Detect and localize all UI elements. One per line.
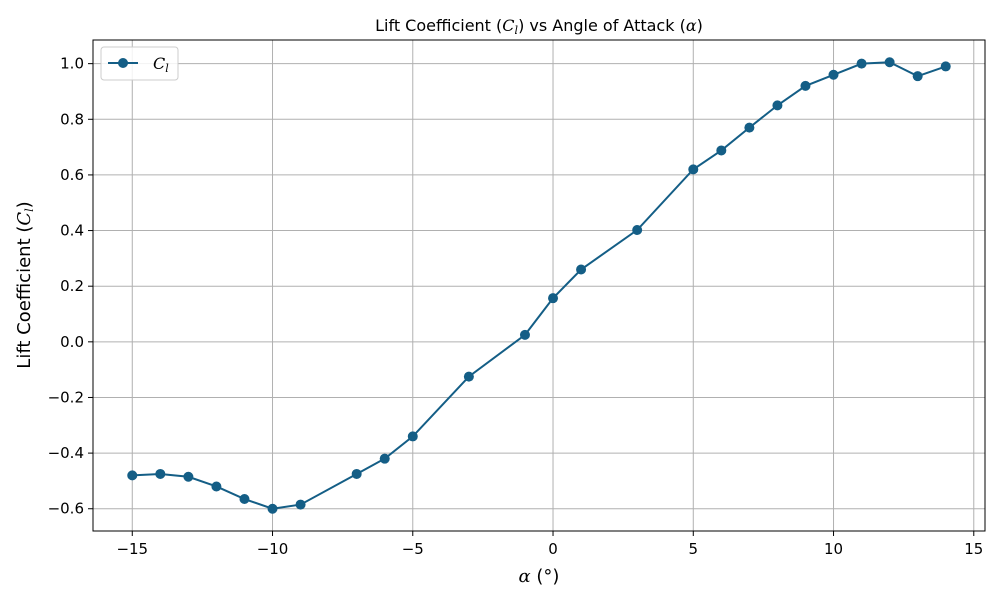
- data-point: [716, 145, 727, 156]
- data-point: [800, 80, 811, 91]
- data-point: [912, 71, 923, 82]
- y-tick-label: 0.8: [60, 110, 84, 128]
- data-point: [183, 471, 194, 482]
- data-point: [548, 293, 559, 304]
- data-points: [127, 57, 951, 514]
- chart-title: Lift Coefficient (Cl) vs Angle of Attack…: [375, 16, 703, 37]
- data-point: [828, 69, 839, 80]
- y-tick-label: 0.6: [60, 166, 84, 184]
- data-point: [351, 468, 362, 479]
- x-tick-label: 5: [689, 540, 699, 558]
- series-line-layer: [132, 61, 947, 510]
- x-tick-label: −10: [257, 540, 289, 558]
- y-tick-label: −0.4: [48, 444, 84, 462]
- data-point: [772, 100, 783, 111]
- data-point: [688, 164, 699, 175]
- x-tick-label: −15: [116, 540, 148, 558]
- series-line: [132, 61, 947, 510]
- data-point: [744, 122, 755, 133]
- data-point: [884, 57, 895, 68]
- axis-ticks: −15 −10 −5 0 5 10 15 −0.6 −0.4 −0.2 0.0 0.2 0.4 0.6 0.…: [48, 55, 984, 558]
- data-point: [856, 58, 867, 69]
- legend-marker-sample: [118, 58, 128, 68]
- y-tick-label: 0.2: [60, 277, 84, 295]
- x-axis-title: α (°): [519, 566, 560, 587]
- data-point: [463, 371, 474, 382]
- x-tick-label: 15: [964, 540, 983, 558]
- legend: Cl: [100, 46, 179, 81]
- data-point: [519, 329, 530, 340]
- data-point: [267, 503, 278, 514]
- data-point: [379, 453, 390, 464]
- y-axis-title: Lift Coefficient (Cl): [14, 201, 36, 368]
- data-point: [576, 264, 587, 275]
- grid: [93, 40, 985, 531]
- x-tick-label: 10: [824, 540, 843, 558]
- data-point: [239, 494, 250, 505]
- legend-box: [100, 46, 179, 81]
- data-point: [632, 225, 643, 236]
- y-tick-label: −0.2: [48, 388, 84, 406]
- data-point: [127, 470, 138, 481]
- data-point: [155, 468, 166, 479]
- y-tick-label: −0.6: [48, 500, 84, 518]
- plot-frame: [92, 39, 986, 532]
- legend-label: Cl: [153, 54, 169, 75]
- data-point: [940, 61, 951, 72]
- y-tick-label: 1.0: [60, 55, 84, 73]
- y-tick-label: 0.4: [60, 222, 84, 240]
- y-tick-label: 0.0: [60, 333, 84, 351]
- data-point: [295, 499, 306, 510]
- data-point: [407, 431, 418, 442]
- x-tick-label: −5: [402, 540, 424, 558]
- x-tick-label: 0: [548, 540, 558, 558]
- data-point: [211, 481, 222, 492]
